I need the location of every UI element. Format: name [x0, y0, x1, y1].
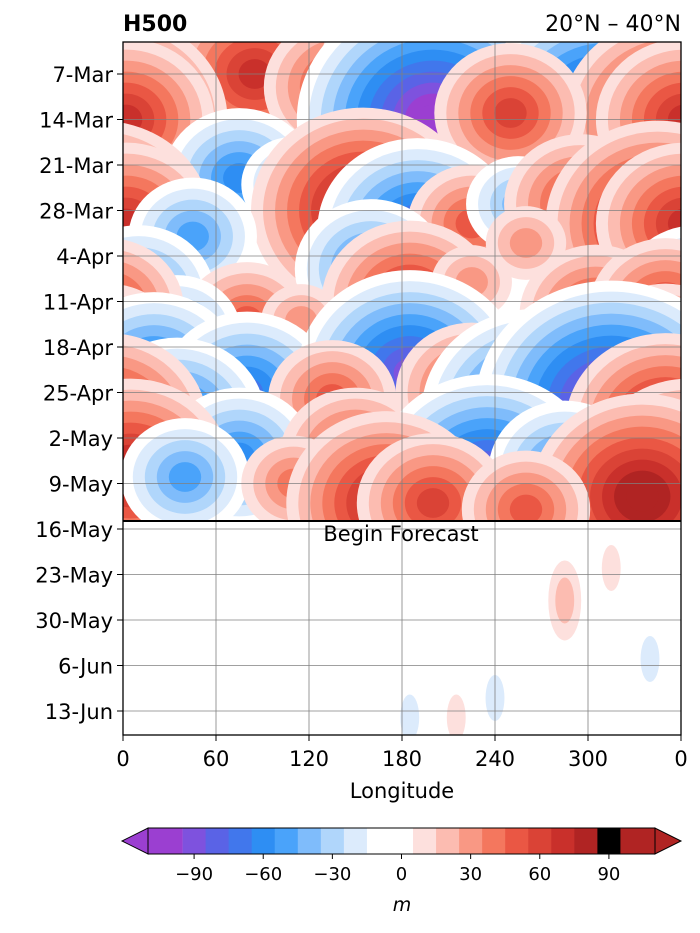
y-tick-label: 9-May [49, 473, 113, 497]
x-tick-label: 0 [674, 747, 687, 771]
y-tick-label: 28-Mar [39, 200, 113, 224]
anomaly-contour [168, 462, 202, 492]
colorbar-segment [482, 828, 506, 854]
x-tick-label: 0 [116, 747, 129, 771]
anomaly-contour [509, 228, 543, 258]
colorbar-label: m [393, 894, 412, 916]
y-tick-label: 21-Mar [39, 154, 113, 178]
colorbar-extend-max [654, 827, 683, 855]
chart-title-right: 20°N – 40°N [545, 12, 681, 37]
colorbar-segment [274, 828, 299, 854]
y-tick-label: 4-Apr [56, 245, 113, 269]
anomaly-contour [494, 98, 527, 128]
grid-lines [123, 42, 681, 735]
anomaly-contour [626, 481, 659, 512]
colorbar-segment [436, 828, 460, 854]
y-tick-label: 14-Mar [39, 109, 113, 133]
colorbar-segment [320, 828, 345, 854]
colorbar-tick-label: −60 [244, 864, 282, 885]
colorbar-segment [528, 828, 552, 854]
colorbar-segment [343, 828, 368, 854]
colorbar-tick-label: 30 [459, 864, 482, 885]
y-tick-label: 7-Mar [52, 63, 113, 87]
anomaly-contour [679, 639, 681, 666]
colorbar-segment [389, 828, 414, 854]
colorbar-segment [251, 828, 276, 854]
anomaly-contour [555, 577, 575, 624]
colorbar-segment [182, 828, 207, 854]
colorbar-tick-label: −90 [175, 864, 213, 885]
y-tick-label: 13-Jun [45, 700, 113, 724]
forecast-annotation: Begin Forecast [323, 522, 478, 546]
colorbar-segment [574, 828, 598, 854]
x-tick-label: 300 [568, 747, 608, 771]
y-axis: 7-Mar 14-Mar 21-Mar 28-Mar 4-Apr 11-Apr 18-Apr… [35, 63, 123, 724]
colorbar-segment [620, 828, 655, 854]
colorbar-segment [459, 828, 483, 854]
anomaly-contour [680, 290, 681, 300]
y-tick-label: 18-Apr [43, 336, 114, 360]
anomaly-contour [601, 545, 621, 591]
anomaly-contour [640, 636, 660, 682]
colorbar-segment [148, 828, 183, 854]
colorbar-tick-label: 0 [396, 864, 407, 885]
anomaly-contour [446, 694, 466, 735]
y-tick-label: 16-May [35, 518, 113, 542]
y-tick-label: 23-May [35, 564, 113, 588]
x-axis: 0 60 120 180 240 300 0 [116, 735, 688, 771]
colorbar-tick-label: 90 [597, 864, 620, 885]
anomaly-contour [416, 488, 450, 518]
colorbar: −90 −60 −30 0 30 60 90 [120, 827, 683, 885]
colorbar-segment [228, 828, 253, 854]
y-tick-label: 30-May [35, 609, 113, 633]
colorbar-tick-label: 60 [528, 864, 551, 885]
colorbar-tick-label: −30 [313, 864, 351, 885]
colorbar-segment [551, 828, 575, 854]
y-tick-label: 6-Jun [58, 655, 113, 679]
colorbar-segment [366, 828, 391, 854]
anomaly-field [123, 42, 700, 735]
colorbar-segment [297, 828, 322, 854]
x-axis-label: Longitude [350, 779, 454, 803]
colorbar-segment [505, 828, 529, 854]
anomaly-contour [400, 694, 420, 735]
y-tick-label: 11-Apr [43, 291, 114, 315]
y-tick-label: 2-May [49, 427, 113, 451]
x-tick-label: 180 [382, 747, 422, 771]
x-tick-label: 120 [289, 747, 329, 771]
anomaly-contour [123, 629, 141, 676]
y-tick-label: 25-Apr [43, 382, 114, 406]
colorbar-segment [413, 828, 437, 854]
colorbar-segment [205, 828, 230, 854]
anomaly-contour [695, 526, 700, 572]
colorbar-extend-min [120, 827, 149, 855]
x-tick-label: 240 [475, 747, 515, 771]
colorbar-segment [597, 828, 621, 854]
anomaly-contour [509, 494, 543, 521]
anomaly-contour [415, 538, 435, 585]
anomaly-contour [136, 525, 156, 572]
chart-title-left: H500 [123, 12, 187, 37]
x-tick-label: 60 [203, 747, 230, 771]
